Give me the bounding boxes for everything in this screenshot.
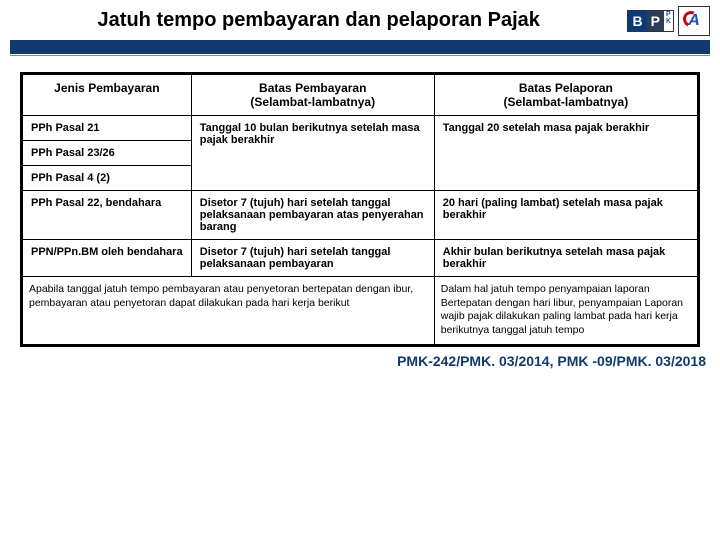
cell-batas-pelaporan: 20 hari (paling lambat) setelah masa paj…: [434, 191, 697, 240]
ap-logo: A: [678, 6, 710, 36]
cell-jenis: PPh Pasal 23/26: [23, 141, 192, 166]
footnote-row: Apabila tanggal jatuh tempo pembayaran a…: [23, 277, 698, 345]
header-batas-pembayaran: Batas Pembayaran (Selambat-lambatnya): [191, 75, 434, 116]
header-batas-pelaporan: Batas Pelaporan (Selambat-lambatnya): [434, 75, 697, 116]
page-title: Jatuh tempo pembayaran dan pelaporan Paj…: [10, 5, 627, 36]
cell-batas-pelaporan: Akhir bulan berikutnya setelah masa paja…: [434, 240, 697, 277]
cell-jenis: PPh Pasal 22, bendahara: [23, 191, 192, 240]
header-bar: [10, 40, 710, 54]
table-header-row: Jenis Pembayaran Batas Pembayaran (Selam…: [23, 75, 698, 116]
logo-group: BP PK A: [627, 6, 710, 36]
slide-header: Jatuh tempo pembayaran dan pelaporan Paj…: [0, 0, 720, 36]
table-row: PPN/PPn.BM oleh bendahara Disetor 7 (tuj…: [23, 240, 698, 277]
footnote-right: Dalam hal jatuh tempo penyampaian lapora…: [434, 277, 697, 345]
reference-text: PMK-242/PMK. 03/2014, PMK -09/PMK. 03/20…: [0, 353, 706, 369]
table-row: PPh Pasal 22, bendahara Disetor 7 (tujuh…: [23, 191, 698, 240]
cell-batas-pembayaran: Tanggal 10 bulan berikutnya setelah masa…: [191, 116, 434, 191]
thin-line: [10, 55, 710, 56]
cell-jenis: PPN/PPn.BM oleh bendahara: [23, 240, 192, 277]
cell-batas-pembayaran: Disetor 7 (tujuh) hari setelah tanggal p…: [191, 240, 434, 277]
tax-table: Jenis Pembayaran Batas Pembayaran (Selam…: [20, 72, 700, 347]
cell-batas-pembayaran: Disetor 7 (tujuh) hari setelah tanggal p…: [191, 191, 434, 240]
bppk-logo: BP PK: [627, 10, 674, 32]
table-row: PPh Pasal 21 Tanggal 10 bulan berikutnya…: [23, 116, 698, 141]
cell-jenis: PPh Pasal 21: [23, 116, 192, 141]
footnote-left: Apabila tanggal jatuh tempo pembayaran a…: [23, 277, 435, 345]
cell-batas-pelaporan: Tanggal 20 setelah masa pajak berakhir: [434, 116, 697, 191]
header-jenis: Jenis Pembayaran: [23, 75, 192, 116]
cell-jenis: PPh Pasal 4 (2): [23, 166, 192, 191]
